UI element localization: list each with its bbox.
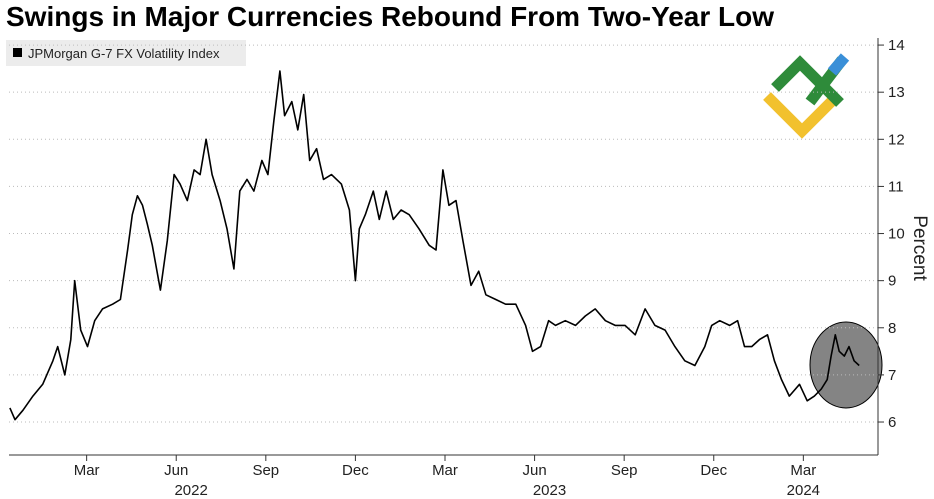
legend-swatch [13, 48, 22, 57]
x-tick-label: Dec [342, 462, 369, 479]
x-tick-label: Jun [522, 462, 546, 479]
x-tick-label: Dec [700, 462, 727, 479]
y-tick-label: 11 [888, 178, 904, 195]
y-tick-label: 14 [888, 37, 905, 54]
y-axis-label: Percent [909, 215, 930, 281]
chart-title: Swings in Major Currencies Rebound From … [6, 1, 774, 32]
x-tick-label: Sep [611, 462, 638, 479]
logo [763, 53, 850, 139]
y-tick-label: 8 [888, 320, 896, 337]
year-label: 2023 [533, 482, 566, 499]
data-line [9, 70, 860, 421]
legend-label: JPMorgan G-7 FX Volatility Index [28, 46, 220, 61]
y-tick-label: 13 [888, 84, 905, 101]
highlight-circle [809, 321, 883, 409]
y-tick-label: 7 [888, 367, 896, 384]
logo-green [771, 55, 844, 107]
y-tick-label: 9 [888, 273, 896, 290]
x-tick-label: Sep [252, 462, 279, 479]
x-tick-label: Mar [74, 462, 100, 479]
logo-blue [827, 53, 850, 76]
y-tick-label: 10 [888, 226, 905, 243]
logo-yellow [763, 92, 840, 139]
year-label: 2024 [787, 482, 820, 499]
legend: JPMorgan G-7 FX Volatility Index [6, 40, 246, 66]
legend-box [6, 40, 246, 66]
x-tick-label: Mar [432, 462, 458, 479]
y-tick-label: 12 [888, 131, 905, 148]
y-tick-label: 6 [888, 414, 896, 431]
x-tick-label: Jun [164, 462, 188, 479]
year-label: 2022 [174, 482, 207, 499]
x-tick-label: Mar [790, 462, 816, 479]
